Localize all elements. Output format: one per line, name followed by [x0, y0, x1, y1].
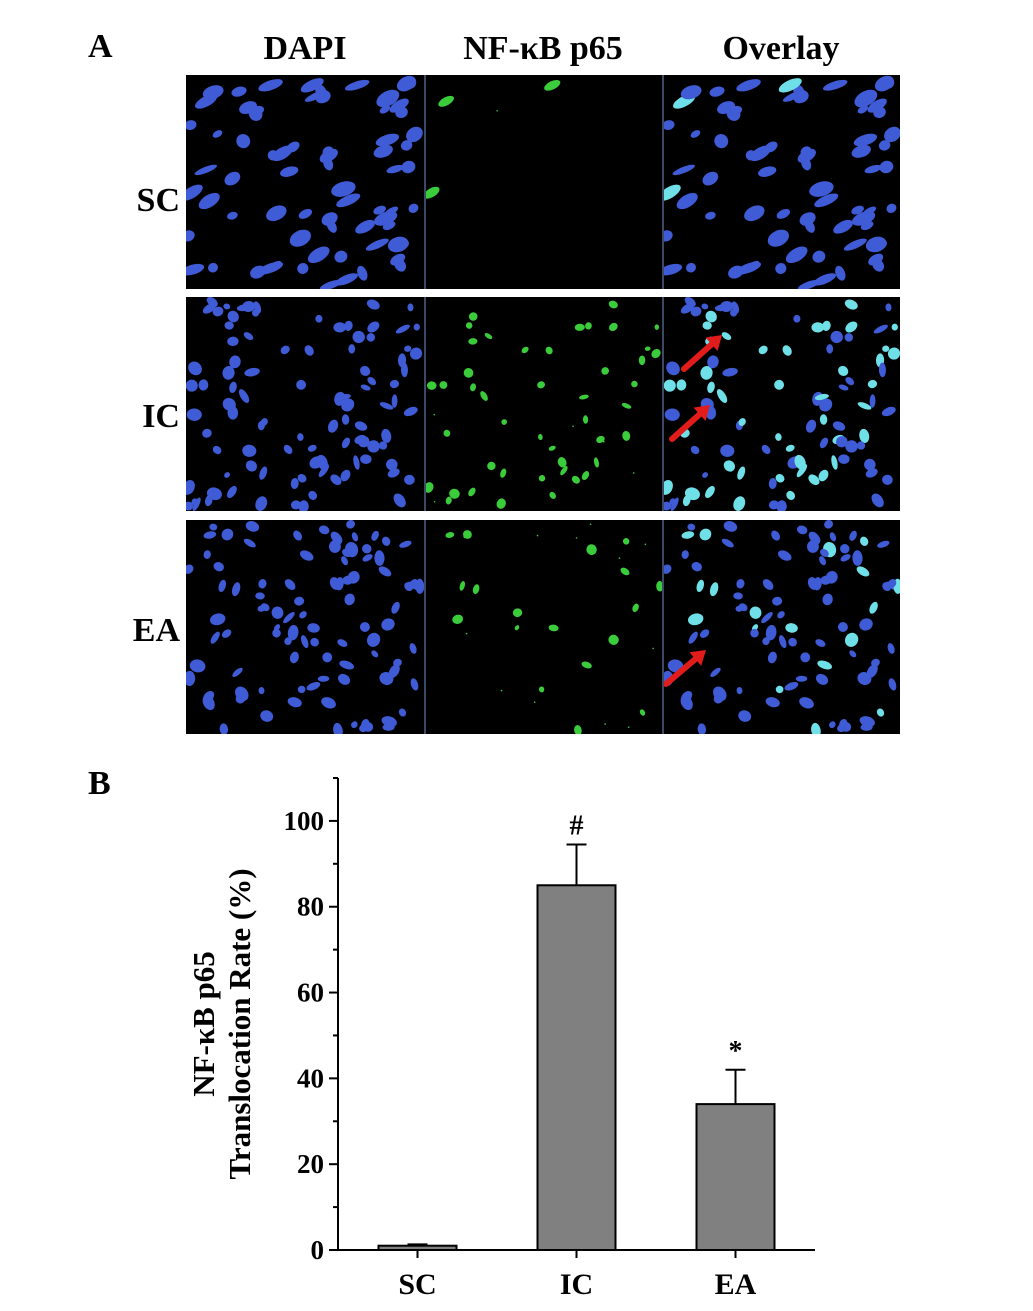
y-tick-label: 100: [284, 806, 325, 836]
column-label-overlay: Overlay: [722, 30, 840, 67]
micrograph-row-ea: [186, 520, 900, 734]
micrograph-ic-dapi: [186, 297, 424, 511]
bar-ea: [695, 1103, 776, 1252]
y-tick-label: 40: [297, 1063, 324, 1093]
y-axis-label-line2: Translocation Rate (%): [222, 868, 257, 1179]
bar-sc: [377, 1244, 458, 1251]
micrograph-ea-p65: [424, 520, 662, 734]
translocation-bar-chart: 0 20 40 60 80 100 SC IC # EA * NF-κB p65 Translocati…: [186, 777, 815, 1301]
micrograph-sc-p65: [424, 75, 662, 289]
micrograph-sc-dapi: [186, 75, 424, 289]
significance-marker: *: [729, 1036, 743, 1067]
column-label-p65: NF-κB p65: [463, 30, 623, 67]
bar-ic: [536, 884, 617, 1251]
micrograph-ea-dapi: [186, 520, 424, 734]
y-tick-label: 0: [311, 1235, 325, 1265]
significance-marker: #: [570, 811, 584, 842]
y-tick-label: 60: [297, 978, 324, 1008]
red-arrow-icon: [669, 405, 710, 442]
row-label-ic: IC: [142, 398, 180, 435]
x-tick-label-sc: SC: [398, 1268, 436, 1301]
micrograph-sc-overlay: [662, 75, 900, 289]
y-axis-label-line1: NF-κB p65: [186, 951, 221, 1097]
y-tick-label: 20: [297, 1149, 324, 1179]
x-tick-label-ic: IC: [560, 1268, 593, 1301]
red-arrow-icon: [664, 650, 706, 687]
micrograph-row-sc: [186, 75, 900, 289]
panel-b-letter: B: [88, 765, 111, 802]
row-label-sc: SC: [136, 182, 180, 219]
panel-a-letter: A: [88, 28, 113, 65]
x-tick-label-ea: EA: [715, 1268, 757, 1301]
red-arrow-icon: [681, 335, 722, 372]
y-tick-label: 80: [297, 892, 324, 922]
micrograph-ea-overlay: [662, 520, 900, 734]
micrograph-ic-p65: [424, 297, 662, 511]
column-label-dapi: DAPI: [263, 30, 347, 67]
micrograph-row-ic: [186, 297, 900, 511]
row-label-ea: EA: [132, 612, 180, 649]
micrograph-ic-overlay: [662, 297, 900, 511]
